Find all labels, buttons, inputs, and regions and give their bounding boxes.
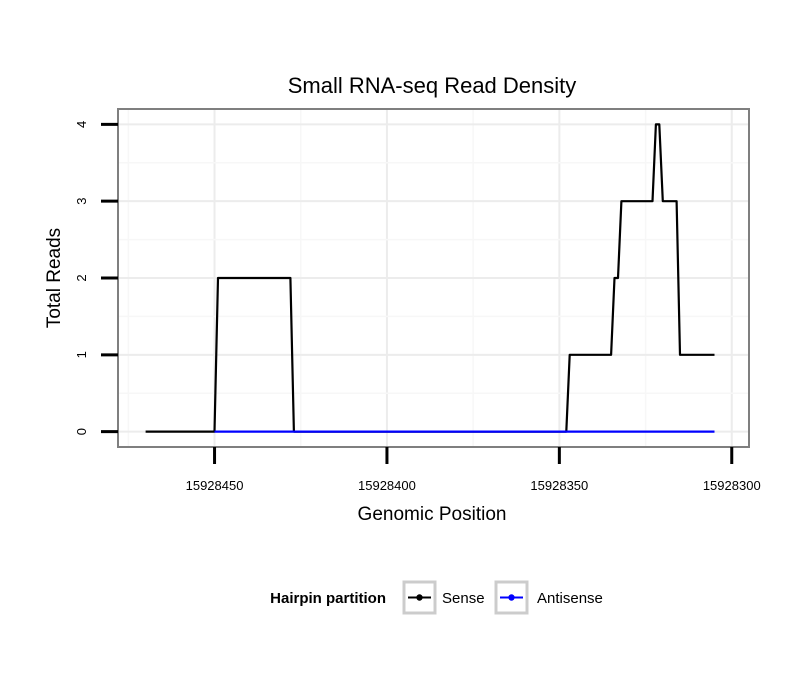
y-axis: 0 1 2 3 4 [74,121,118,435]
y-tick-label: 3 [74,198,89,205]
x-tick-label: 15928350 [530,478,588,493]
x-axis: 15928450 15928400 15928350 15928300 [186,447,761,493]
legend-title: Hairpin partition [270,590,386,607]
legend-key-point [508,594,515,601]
legend-key-point [416,594,423,601]
y-tick-label: 4 [74,121,89,128]
y-tick-label: 1 [74,351,89,358]
chart-title: Small RNA-seq Read Density [288,73,577,98]
legend-item-antisense: Antisense [494,580,603,615]
y-tick-label: 2 [74,274,89,281]
series-line-sense [145,123,715,433]
series-lines [145,123,715,433]
y-axis-title: Total Reads [44,228,65,328]
x-tick-label: 15928300 [703,478,761,493]
legend-item-sense: Sense [402,580,485,615]
x-tick-label: 15928400 [358,478,416,493]
legend: Hairpin partition Sense Antisense [270,580,603,615]
x-axis-title: Genomic Position [358,504,507,525]
y-tick-label: 0 [74,428,89,435]
legend-label: Sense [442,590,485,607]
legend-label: Antisense [537,590,603,607]
x-tick-label: 15928450 [186,478,244,493]
